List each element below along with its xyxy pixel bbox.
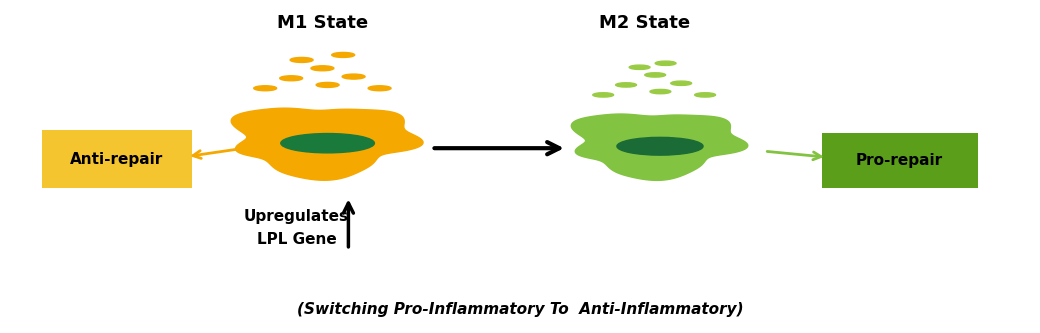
FancyBboxPatch shape bbox=[822, 133, 978, 188]
Ellipse shape bbox=[280, 76, 303, 81]
Text: Pro-repair: Pro-repair bbox=[856, 153, 943, 168]
FancyBboxPatch shape bbox=[42, 130, 192, 188]
Ellipse shape bbox=[593, 93, 614, 97]
Text: Upregulates: Upregulates bbox=[244, 209, 348, 224]
Ellipse shape bbox=[281, 134, 374, 153]
Ellipse shape bbox=[332, 52, 355, 57]
Polygon shape bbox=[231, 108, 423, 180]
Ellipse shape bbox=[316, 82, 339, 87]
Ellipse shape bbox=[695, 93, 716, 97]
Ellipse shape bbox=[617, 138, 703, 155]
Ellipse shape bbox=[342, 74, 365, 79]
Ellipse shape bbox=[645, 73, 666, 77]
Polygon shape bbox=[571, 114, 748, 180]
Ellipse shape bbox=[254, 86, 277, 91]
Ellipse shape bbox=[650, 90, 671, 94]
Text: LPL Gene: LPL Gene bbox=[257, 232, 336, 247]
Ellipse shape bbox=[368, 86, 391, 91]
Ellipse shape bbox=[655, 61, 676, 65]
Text: M1 State: M1 State bbox=[277, 14, 368, 32]
Ellipse shape bbox=[616, 83, 636, 87]
Ellipse shape bbox=[629, 65, 650, 70]
Ellipse shape bbox=[671, 81, 692, 86]
Text: M2 State: M2 State bbox=[599, 14, 691, 32]
Ellipse shape bbox=[290, 57, 313, 63]
Ellipse shape bbox=[311, 66, 334, 71]
Text: (Switching Pro-Inflammatory To  Anti-Inflammatory): (Switching Pro-Inflammatory To Anti-Infl… bbox=[296, 302, 744, 317]
Text: Anti-repair: Anti-repair bbox=[71, 152, 163, 167]
